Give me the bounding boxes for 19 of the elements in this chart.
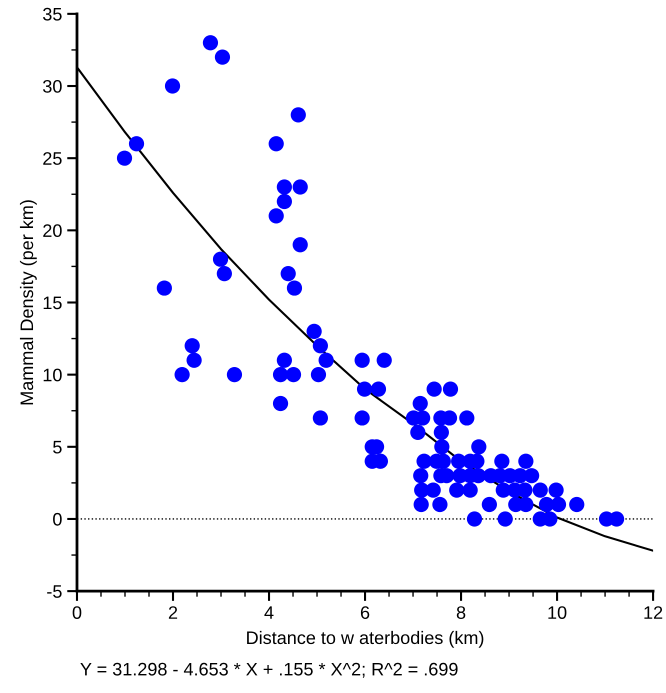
x-axis-title: Distance to w aterbodies (km) [247,630,484,648]
y-tick-label: 0 [53,512,62,526]
x-tick-label: 10 [548,606,566,619]
y-tick-label: 30 [43,80,62,93]
y-tick-label: -5 [47,585,62,598]
y-tick-label: 20 [43,224,62,238]
y-axis-title: Mammal Density (per km) [20,200,37,404]
x-tick-label: 12 [644,606,662,619]
y-tick-label: 35 [43,8,62,21]
y-tick-label: 5 [53,440,62,454]
x-tick-label: 8 [456,606,466,619]
x-tick-label: 2 [168,606,178,619]
y-tick-label: 15 [44,296,62,310]
y-tick-label: 25 [43,152,62,165]
x-tick-label: 6 [360,606,370,619]
y-tick-label: 10 [44,368,62,382]
x-tick-label: 0 [72,606,82,619]
x-tick-label: 4 [264,606,274,619]
text: Y = 31.298 - 4.653 * X + .155 * X^2; R^2 = .699 [80,662,458,678]
